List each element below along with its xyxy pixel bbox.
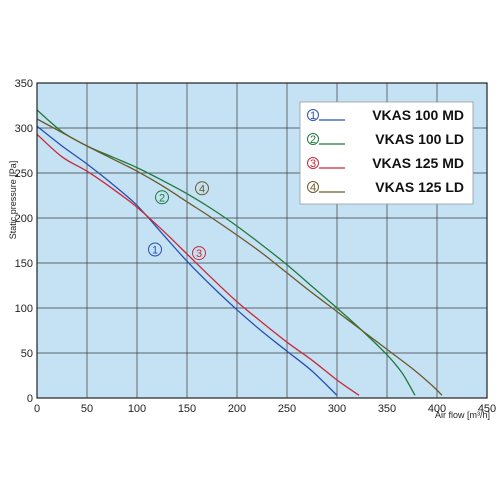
y-tick-label: 0	[27, 393, 33, 405]
legend-marker-number: 1	[310, 110, 316, 122]
y-tick-label: 300	[15, 123, 33, 135]
y-tick-label: 100	[15, 303, 33, 315]
series-line-2	[36, 109, 416, 396]
x-tick-label: 350	[378, 403, 396, 415]
x-tick-label: 400	[428, 403, 446, 415]
legend-marker-number: 3	[310, 158, 316, 170]
y-tick-label: 150	[15, 258, 33, 270]
series-line-3	[36, 133, 360, 396]
x-tick-label: 200	[228, 403, 246, 415]
curve-marker-number: 3	[196, 248, 202, 260]
legend-marker-number: 4	[310, 182, 316, 194]
series-line-4	[36, 118, 443, 396]
legend-marker-circle	[307, 181, 319, 193]
y-tick-label: 250	[15, 168, 33, 180]
series-line-1	[36, 125, 338, 396]
x-tick-label: 100	[128, 403, 146, 415]
curve-marker-number: 1	[152, 245, 158, 257]
legend-label: VKAS 125 MD	[372, 155, 464, 171]
x-tick-label: 50	[81, 403, 93, 415]
legend-label: VKAS 100 MD	[372, 107, 464, 123]
legend-marker-number: 2	[310, 134, 316, 146]
y-axis-label: Static pressure [Pa]	[8, 161, 18, 240]
axis-ticks: 0 50 100 150 200 250 300 350 400 450 0 50 100 150 200 2…	[15, 78, 497, 415]
plot-frame	[36, 82, 488, 399]
curve-marker-circle	[148, 242, 162, 257]
legend-box	[299, 101, 474, 205]
legend-marker-circle	[307, 133, 319, 145]
legend-marker-circle	[307, 109, 319, 121]
x-axis-label: Air flow [m³/h]	[435, 410, 490, 420]
legend-label: VKAS 125 LD	[375, 179, 464, 195]
curve-marker-circle	[192, 246, 206, 261]
x-tick-label: 300	[328, 403, 346, 415]
curve-marker-circle	[195, 181, 209, 196]
x-tick-label: 250	[278, 403, 296, 415]
legend-label: VKAS 100 LD	[375, 131, 464, 147]
series-lines	[36, 109, 443, 396]
legend: 1 VKAS 100 MD 2 VKAS 100 LD 3 VKAS 125 MD 4 VKA…	[299, 101, 474, 205]
curve-marker-number: 2	[159, 192, 165, 204]
y-tick-label: 350	[15, 78, 33, 90]
x-tick-label: 450	[478, 403, 496, 415]
x-tick-label: 0	[34, 403, 40, 415]
curve-markers: 1 2 3 4	[148, 181, 209, 261]
y-tick-label: 50	[21, 348, 33, 360]
x-tick-label: 150	[178, 403, 196, 415]
curve-marker-circle	[155, 190, 169, 205]
curve-marker-number: 4	[199, 183, 205, 195]
legend-marker-circle	[307, 157, 319, 169]
y-tick-label: 200	[15, 213, 33, 225]
